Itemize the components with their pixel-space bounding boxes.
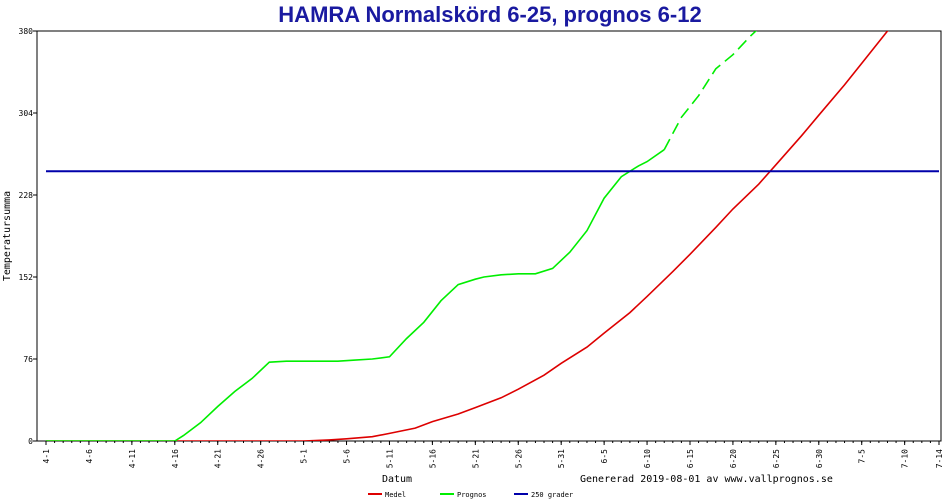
x-tick-label: 6-15	[686, 449, 695, 468]
plot-area	[36, 30, 942, 442]
x-tick-label: 6-5	[600, 449, 609, 464]
x-tick-label: 4-11	[128, 449, 137, 468]
x-tick-label: 7-14	[935, 449, 944, 468]
legend: Medel Prognos 250 grader	[368, 491, 573, 499]
x-tick-label: 5-11	[385, 449, 394, 468]
x-tick-label: 6-20	[729, 449, 738, 468]
legend-label-250-grader: 250 grader	[531, 491, 573, 499]
y-axis: 0 76 152 228 304 380	[19, 27, 37, 446]
series-line-prognos-observed	[46, 149, 665, 441]
x-axis-label: Datum	[382, 474, 412, 485]
legend-label-prognos: Prognos	[457, 491, 487, 499]
chart-title: HAMRA Normalskörd 6-25, prognos 6-12	[278, 2, 701, 27]
x-tick-label: 4-6	[85, 449, 94, 464]
x-tick-label: 4-26	[257, 449, 266, 468]
x-tick-label: 5-16	[428, 449, 437, 468]
y-tick-label: 152	[19, 273, 34, 282]
x-tick-label: 5-31	[557, 449, 566, 468]
series-line-prognos-forecast	[663, 31, 758, 151]
x-tick-label: 4-16	[171, 449, 180, 468]
x-tick-label: 5-21	[471, 449, 480, 468]
x-tick-label: 5-26	[514, 449, 523, 468]
x-tick-label: 4-1	[42, 449, 51, 464]
series-line-medel	[46, 31, 889, 441]
x-tick-label: 5-6	[343, 449, 352, 464]
x-tick-label: 4-21	[214, 449, 223, 468]
x-tick-label: 7-10	[901, 449, 910, 468]
x-tick-label: 6-25	[772, 449, 781, 468]
x-tick-label: 6-10	[643, 449, 652, 468]
plot-frame	[36, 30, 942, 442]
x-tick-label: 6-30	[815, 449, 824, 468]
y-tick-label: 304	[19, 109, 34, 118]
x-tick-label: 5-1	[300, 449, 309, 464]
x-axis: 4-1 4-6 4-11 4-16 4-21 4-26 5-1 5-6 5-11 5-16 5-21…	[42, 441, 944, 468]
generated-note: Genererad 2019-08-01 av www.vallprognos.…	[580, 474, 833, 485]
y-axis-label: Temperatursumma	[2, 191, 13, 281]
legend-label-medel: Medel	[385, 491, 406, 499]
y-tick-label: 76	[23, 355, 33, 364]
x-tick-label: 7-5	[858, 449, 867, 464]
y-tick-label: 228	[19, 191, 34, 200]
y-tick-label: 0	[28, 437, 33, 446]
series-layer	[46, 31, 939, 441]
y-tick-label: 380	[19, 27, 34, 36]
